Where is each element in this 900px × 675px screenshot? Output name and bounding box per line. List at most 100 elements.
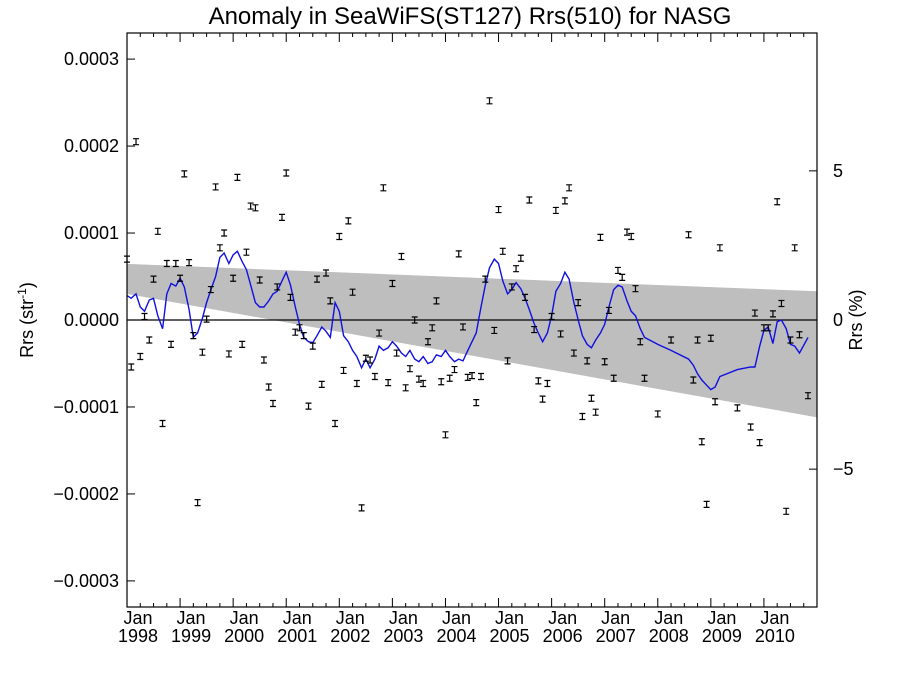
data-point	[203, 315, 210, 323]
data-point	[605, 306, 612, 315]
x-tick-year-label: 2008	[649, 626, 689, 646]
data-point	[172, 259, 179, 268]
data-point	[190, 332, 197, 340]
data-point	[177, 274, 184, 282]
data-point	[522, 293, 529, 301]
data-point	[243, 248, 250, 256]
data-point	[685, 231, 692, 239]
y-tick-label: 0.0001	[64, 223, 119, 243]
data-point	[804, 392, 811, 400]
x-tick-year-label: 2002	[330, 626, 370, 646]
data-point	[778, 299, 785, 308]
data-point	[362, 354, 369, 362]
data-point	[239, 340, 246, 348]
x-tick-month-label: Jan	[230, 608, 259, 628]
data-point	[614, 266, 621, 275]
data-point	[579, 412, 586, 421]
data-point	[393, 349, 400, 357]
data-point	[340, 366, 347, 375]
data-point	[389, 279, 396, 288]
data-point	[756, 439, 763, 447]
data-point	[146, 336, 153, 344]
data-point	[464, 373, 471, 381]
y-tick-label: 0.0003	[64, 49, 119, 69]
data-point	[269, 399, 276, 408]
data-point	[283, 169, 290, 177]
data-point	[637, 338, 644, 346]
data-point	[358, 504, 365, 512]
data-point	[707, 334, 714, 342]
data-point	[327, 297, 334, 305]
data-point	[499, 247, 506, 255]
data-point	[584, 357, 591, 365]
data-point	[632, 285, 639, 293]
data-point	[371, 372, 378, 381]
data-point	[734, 404, 741, 412]
y-axis-right-label: Rrs (%)	[846, 290, 866, 351]
y-tick-label: 0.0002	[64, 136, 119, 156]
data-point	[402, 384, 409, 392]
data-point	[548, 312, 555, 321]
data-point	[159, 419, 166, 428]
data-point	[141, 312, 148, 321]
x-tick-year-label: 2005	[490, 626, 530, 646]
data-point	[619, 273, 626, 281]
data-point	[628, 232, 635, 241]
data-point	[234, 173, 241, 181]
y-axis-right: 5 0 −5	[809, 161, 854, 479]
data-point	[336, 232, 343, 241]
data-point	[783, 507, 790, 515]
x-tick-year-label: 2004	[436, 626, 476, 646]
data-point	[415, 375, 422, 383]
data-point	[314, 275, 321, 283]
data-point	[260, 356, 267, 364]
data-point	[442, 431, 449, 439]
data-point	[716, 244, 723, 252]
data-point	[181, 170, 188, 178]
x-tick-year-label: 2010	[755, 626, 795, 646]
data-point	[526, 196, 533, 204]
data-point	[486, 97, 493, 105]
data-point	[459, 323, 466, 331]
x-tick-month-label: Jan	[548, 608, 577, 628]
data-point	[274, 283, 281, 291]
monthly-points-group	[124, 97, 811, 515]
x-tick-month-label: Jan	[123, 608, 152, 628]
x-tick-year-label: 2000	[224, 626, 264, 646]
data-point	[566, 184, 573, 192]
data-point	[216, 244, 223, 252]
x-tick-month-label: Jan	[283, 608, 312, 628]
data-point	[186, 259, 193, 267]
data-point	[575, 299, 582, 307]
y-right-tick-label: 0	[833, 310, 843, 330]
data-point	[610, 374, 617, 382]
data-point	[433, 297, 440, 305]
data-point	[517, 254, 524, 262]
data-point	[557, 330, 564, 338]
data-point	[133, 138, 140, 146]
data-point	[654, 410, 661, 418]
data-point	[296, 324, 303, 332]
x-tick-month-label: Jan	[654, 608, 683, 628]
x-tick-month-label: Jan	[336, 608, 365, 628]
data-point	[221, 229, 228, 237]
data-point	[751, 309, 758, 317]
data-point	[212, 183, 219, 191]
data-point	[287, 293, 294, 301]
data-point	[446, 374, 453, 382]
data-point	[592, 408, 599, 416]
data-point	[508, 283, 515, 291]
data-point	[199, 348, 206, 356]
x-tick-year-label: 2009	[702, 626, 742, 646]
data-point	[544, 379, 551, 388]
x-tick-month-label: Jan	[177, 608, 206, 628]
data-point	[128, 363, 135, 371]
data-point	[349, 288, 356, 296]
data-point	[300, 332, 307, 340]
x-tick-month-label: Jan	[760, 608, 789, 628]
y-tick-label: −0.0001	[53, 397, 119, 417]
data-point	[252, 204, 259, 212]
data-point	[690, 376, 697, 384]
x-axis: Jan1998Jan1999Jan2000Jan2001Jan2002Jan20…	[118, 33, 805, 646]
x-tick-month-label: Jan	[707, 608, 736, 628]
